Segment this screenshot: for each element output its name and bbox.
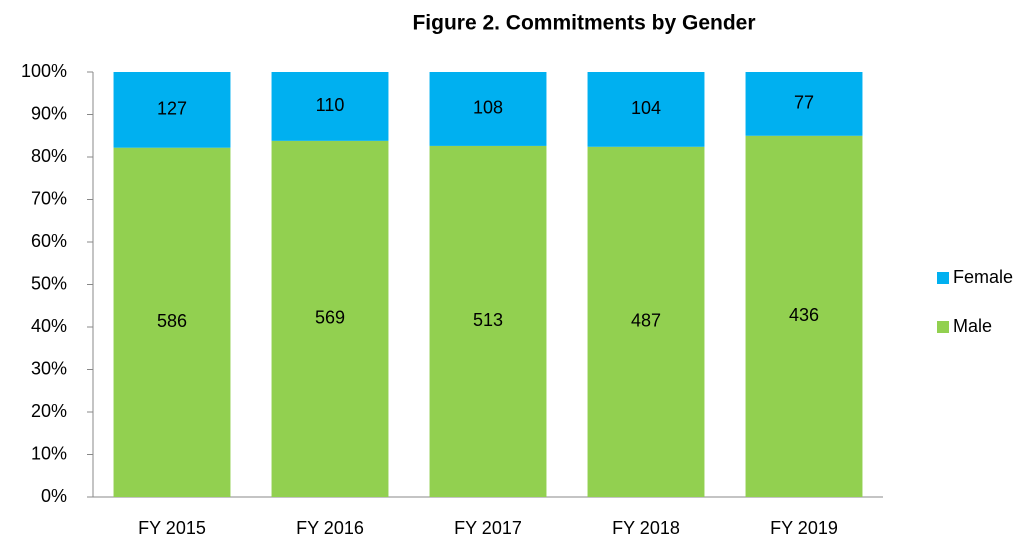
data-label: 110 bbox=[316, 95, 345, 115]
data-label: 104 bbox=[631, 98, 661, 118]
y-tick-label: 30% bbox=[31, 358, 67, 378]
y-tick-label: 60% bbox=[31, 231, 67, 251]
legend-label: Male bbox=[953, 316, 992, 336]
data-label: 513 bbox=[473, 310, 503, 330]
bar-segment bbox=[587, 146, 705, 497]
legend-swatch bbox=[937, 272, 949, 284]
bar-segment bbox=[745, 135, 863, 497]
x-tick-label: FY 2018 bbox=[612, 518, 680, 538]
y-tick-label: 80% bbox=[31, 146, 67, 166]
x-tick-label: FY 2017 bbox=[454, 518, 522, 538]
data-label: 436 bbox=[789, 305, 819, 325]
x-tick-label: FY 2019 bbox=[770, 518, 838, 538]
bar-segment bbox=[745, 72, 863, 136]
bar-segment bbox=[429, 145, 547, 498]
y-tick-label: 90% bbox=[31, 103, 67, 123]
chart-title: Figure 2. Commitments by Gender bbox=[412, 12, 755, 35]
data-label: 127 bbox=[157, 99, 187, 119]
y-tick-label: 40% bbox=[31, 316, 67, 336]
bar-segment bbox=[271, 140, 389, 497]
y-tick-label: 0% bbox=[41, 486, 67, 506]
bar-segment bbox=[429, 72, 547, 146]
data-label: 569 bbox=[315, 308, 345, 328]
y-tick-label: 100% bbox=[21, 61, 67, 81]
data-label: 487 bbox=[631, 311, 661, 331]
y-tick-label: 50% bbox=[31, 273, 67, 293]
data-label: 108 bbox=[473, 98, 503, 118]
bar-segment bbox=[271, 72, 389, 141]
legend-swatch bbox=[937, 321, 949, 333]
y-tick-label: 70% bbox=[31, 188, 67, 208]
data-label: 586 bbox=[157, 311, 187, 331]
x-tick-label: FY 2015 bbox=[138, 518, 206, 538]
bar-segment bbox=[587, 72, 705, 147]
bar-segment bbox=[113, 72, 231, 148]
y-tick-label: 20% bbox=[31, 401, 67, 421]
x-tick-label: FY 2016 bbox=[296, 518, 364, 538]
y-tick-label: 10% bbox=[31, 443, 67, 463]
legend-label: Female bbox=[953, 267, 1013, 287]
bar-segment bbox=[113, 147, 231, 497]
data-label: 77 bbox=[794, 93, 814, 113]
